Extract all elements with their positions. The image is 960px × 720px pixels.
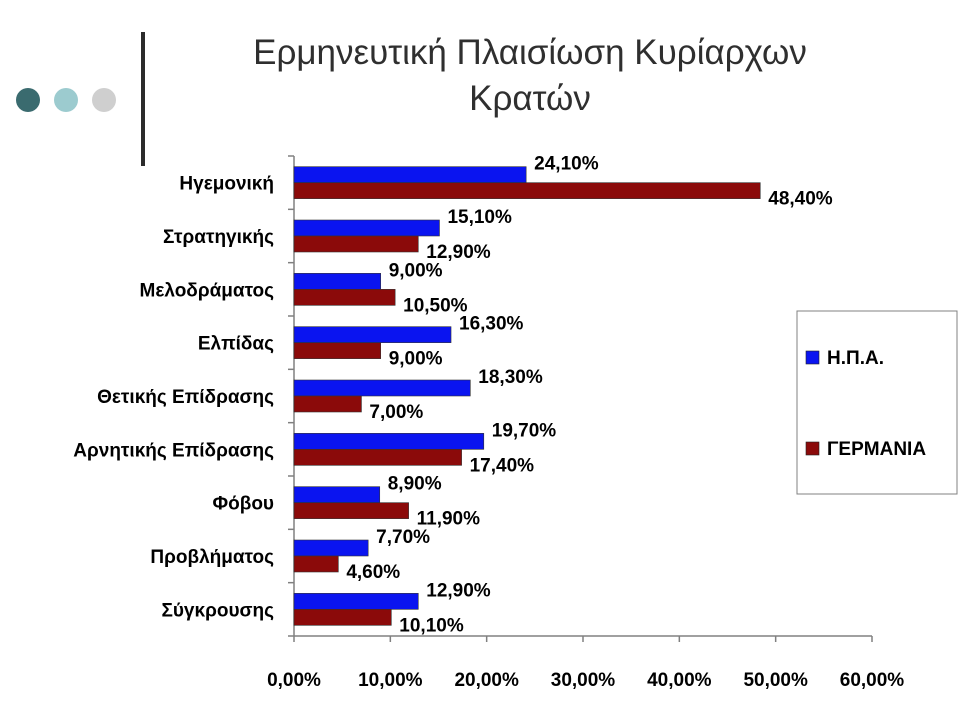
bar-usa bbox=[293, 433, 485, 450]
x-tick-label: 0,00% bbox=[267, 670, 321, 691]
legend-label: ΓΕΡΜΑΝΙΑ bbox=[827, 439, 926, 460]
category-label: Μελοδράματος bbox=[140, 280, 275, 301]
bar-usa bbox=[293, 593, 419, 610]
bar-usa bbox=[293, 486, 381, 503]
legend-label: Η.Π.Α. bbox=[827, 348, 884, 369]
dot-light bbox=[54, 88, 78, 112]
data-label: 10,50% bbox=[403, 295, 468, 316]
bar-usa bbox=[293, 379, 471, 397]
legend-swatch bbox=[805, 441, 820, 456]
category-label: Αρνητικής Επίδρασης bbox=[73, 440, 274, 461]
data-label: 19,70% bbox=[492, 420, 557, 441]
title-divider bbox=[141, 32, 145, 166]
data-label: 7,00% bbox=[369, 402, 423, 423]
data-label: 11,90% bbox=[417, 509, 480, 530]
category-label: Σύγκρουσης bbox=[161, 600, 274, 621]
data-label: 9,00% bbox=[389, 349, 443, 370]
category-label: Ελπίδας bbox=[198, 334, 274, 355]
data-label: 24,10% bbox=[534, 154, 599, 175]
dot-dark bbox=[16, 88, 40, 112]
bar-germany bbox=[293, 449, 462, 466]
page-title: Ερμηνευτική Πλαισίωση Κυρίαρχων Κρατών bbox=[150, 30, 910, 122]
data-label: 17,40% bbox=[470, 455, 535, 476]
decorative-dots bbox=[16, 88, 116, 112]
bar-usa bbox=[293, 539, 369, 557]
bar-germany bbox=[293, 182, 761, 199]
bar-germany bbox=[293, 395, 362, 413]
x-tick-label: 60,00% bbox=[840, 670, 905, 691]
category-label: Προβλήματος bbox=[150, 547, 274, 568]
category-label: Στρατηγικής bbox=[163, 227, 274, 248]
x-tick-label: 40,00% bbox=[647, 670, 712, 691]
x-tick-label: 20,00% bbox=[454, 670, 519, 691]
bar-usa bbox=[293, 326, 452, 343]
bar-germany bbox=[293, 502, 409, 519]
data-label: 8,90% bbox=[388, 474, 442, 495]
data-label: 15,10% bbox=[447, 207, 512, 228]
data-label: 4,60% bbox=[346, 562, 400, 583]
data-label: 9,00% bbox=[389, 260, 443, 281]
data-label: 16,30% bbox=[459, 314, 524, 335]
category-label: Θετικής Επίδρασης bbox=[97, 387, 274, 408]
bar-germany bbox=[293, 235, 419, 253]
data-label: 7,70% bbox=[376, 527, 430, 548]
data-label: 18,30% bbox=[478, 367, 543, 388]
bar-usa bbox=[293, 166, 527, 183]
data-label: 48,40% bbox=[768, 189, 833, 210]
data-label: 10,10% bbox=[399, 615, 464, 636]
x-tick-label: 50,00% bbox=[743, 670, 808, 691]
x-tick-label: 30,00% bbox=[551, 670, 616, 691]
title-line-2: Κρατών bbox=[469, 79, 591, 118]
bar-germany bbox=[293, 609, 392, 626]
title-line-1: Ερμηνευτική Πλαισίωση Κυρίαρχων bbox=[253, 33, 807, 72]
legend-box bbox=[796, 310, 958, 495]
legend-swatch bbox=[805, 350, 820, 365]
bar-germany bbox=[293, 555, 339, 573]
bar-usa bbox=[293, 273, 381, 290]
data-label: 12,90% bbox=[426, 242, 491, 263]
bar-germany bbox=[293, 289, 396, 306]
dot-grey bbox=[92, 88, 116, 112]
bar-germany bbox=[293, 342, 381, 359]
x-tick-label: 10,00% bbox=[358, 670, 423, 691]
data-label: 12,90% bbox=[426, 580, 491, 601]
category-label: Φόβου bbox=[213, 494, 274, 515]
bar-usa bbox=[293, 219, 440, 237]
category-label: Ηγεμονική bbox=[179, 174, 274, 195]
